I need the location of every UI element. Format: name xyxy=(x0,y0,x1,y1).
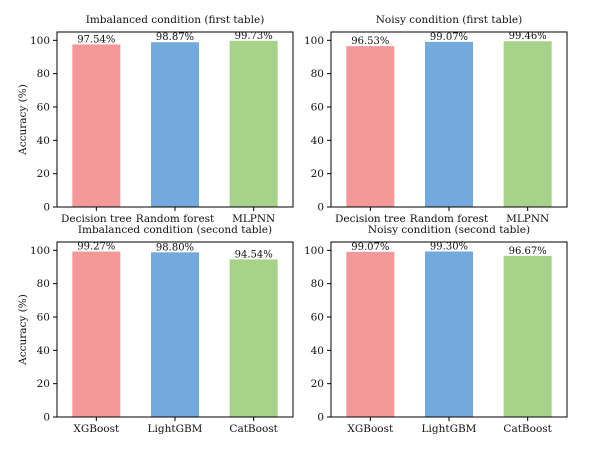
data-label: 98.80% xyxy=(156,242,194,253)
y-tick-label: 0 xyxy=(43,202,50,214)
data-label: 99.30% xyxy=(430,242,468,253)
bar xyxy=(72,44,121,207)
y-tick-label: 0 xyxy=(317,202,324,214)
x-tick-label: MLPNN xyxy=(232,213,275,225)
data-label: 99.07% xyxy=(351,242,389,253)
y-tick-label: 20 xyxy=(311,378,324,390)
x-tick-label: CatBoost xyxy=(503,423,552,435)
bar xyxy=(229,259,278,417)
y-tick-label: 40 xyxy=(311,135,324,147)
plot-frame xyxy=(330,31,568,208)
data-label: 99.73% xyxy=(235,31,273,42)
data-label: 96.67% xyxy=(509,246,547,257)
x-tick-label: CatBoost xyxy=(229,423,278,435)
chart-title: Imbalanced condition (second table) xyxy=(78,224,272,236)
data-label: 94.54% xyxy=(235,249,273,260)
x-tick-label: LightGBM xyxy=(148,423,203,435)
y-tick-label: 20 xyxy=(311,168,324,180)
data-label: 97.54% xyxy=(77,34,115,45)
x-tick-label: XGBoost xyxy=(347,423,394,435)
plot-frame xyxy=(56,31,294,208)
y-tick-label: 100 xyxy=(30,245,50,257)
plot-frame xyxy=(56,241,294,418)
data-label: 98.87% xyxy=(156,32,194,43)
y-tick-label: 80 xyxy=(37,68,50,80)
bar xyxy=(229,40,278,208)
y-tick-label: 0 xyxy=(43,412,50,424)
x-tick-label: LightGBM xyxy=(422,423,477,435)
x-tick-label: Decision tree xyxy=(61,213,132,225)
y-tick-label: 40 xyxy=(311,345,324,357)
bar xyxy=(425,251,473,417)
bar xyxy=(151,252,199,417)
y-tick-label: 80 xyxy=(37,278,50,290)
y-tick-label: 100 xyxy=(304,245,324,257)
y-tick-label: 100 xyxy=(30,35,50,47)
y-axis-label: Accuracy (%) xyxy=(17,84,29,156)
y-tick-label: 0 xyxy=(317,412,324,424)
chart-title: Noisy condition (second table) xyxy=(368,224,530,236)
y-tick-label: 80 xyxy=(311,278,324,290)
y-tick-label: 60 xyxy=(37,102,50,114)
data-label: 99.07% xyxy=(430,32,468,43)
bar xyxy=(346,251,395,417)
y-tick-label: 40 xyxy=(37,345,50,357)
x-tick-label: MLPNN xyxy=(506,213,549,225)
bar xyxy=(346,46,395,207)
bar xyxy=(503,41,552,207)
data-label: 99.46% xyxy=(509,31,547,42)
y-tick-label: 20 xyxy=(37,168,50,180)
x-tick-label: Random forest xyxy=(410,213,489,225)
y-tick-label: 20 xyxy=(37,378,50,390)
chart-title: Noisy condition (first table) xyxy=(376,14,523,26)
data-label: 99.27% xyxy=(77,242,115,253)
plot-frame xyxy=(330,241,568,418)
bar xyxy=(72,251,121,417)
bar xyxy=(151,42,199,207)
y-tick-label: 40 xyxy=(37,135,50,147)
x-tick-label: Decision tree xyxy=(335,213,406,225)
y-tick-label: 60 xyxy=(311,102,324,114)
x-tick-label: XGBoost xyxy=(73,423,120,435)
y-axis-label: Accuracy (%) xyxy=(17,294,29,366)
y-tick-label: 100 xyxy=(304,35,324,47)
bar xyxy=(503,255,552,417)
y-tick-label: 60 xyxy=(37,312,50,324)
data-label: 96.53% xyxy=(351,36,389,47)
bar xyxy=(425,41,473,208)
x-tick-label: Random forest xyxy=(136,213,215,225)
chart-title: Imbalanced condition (first table) xyxy=(86,14,265,26)
y-tick-label: 80 xyxy=(311,68,324,80)
y-tick-label: 60 xyxy=(311,312,324,324)
